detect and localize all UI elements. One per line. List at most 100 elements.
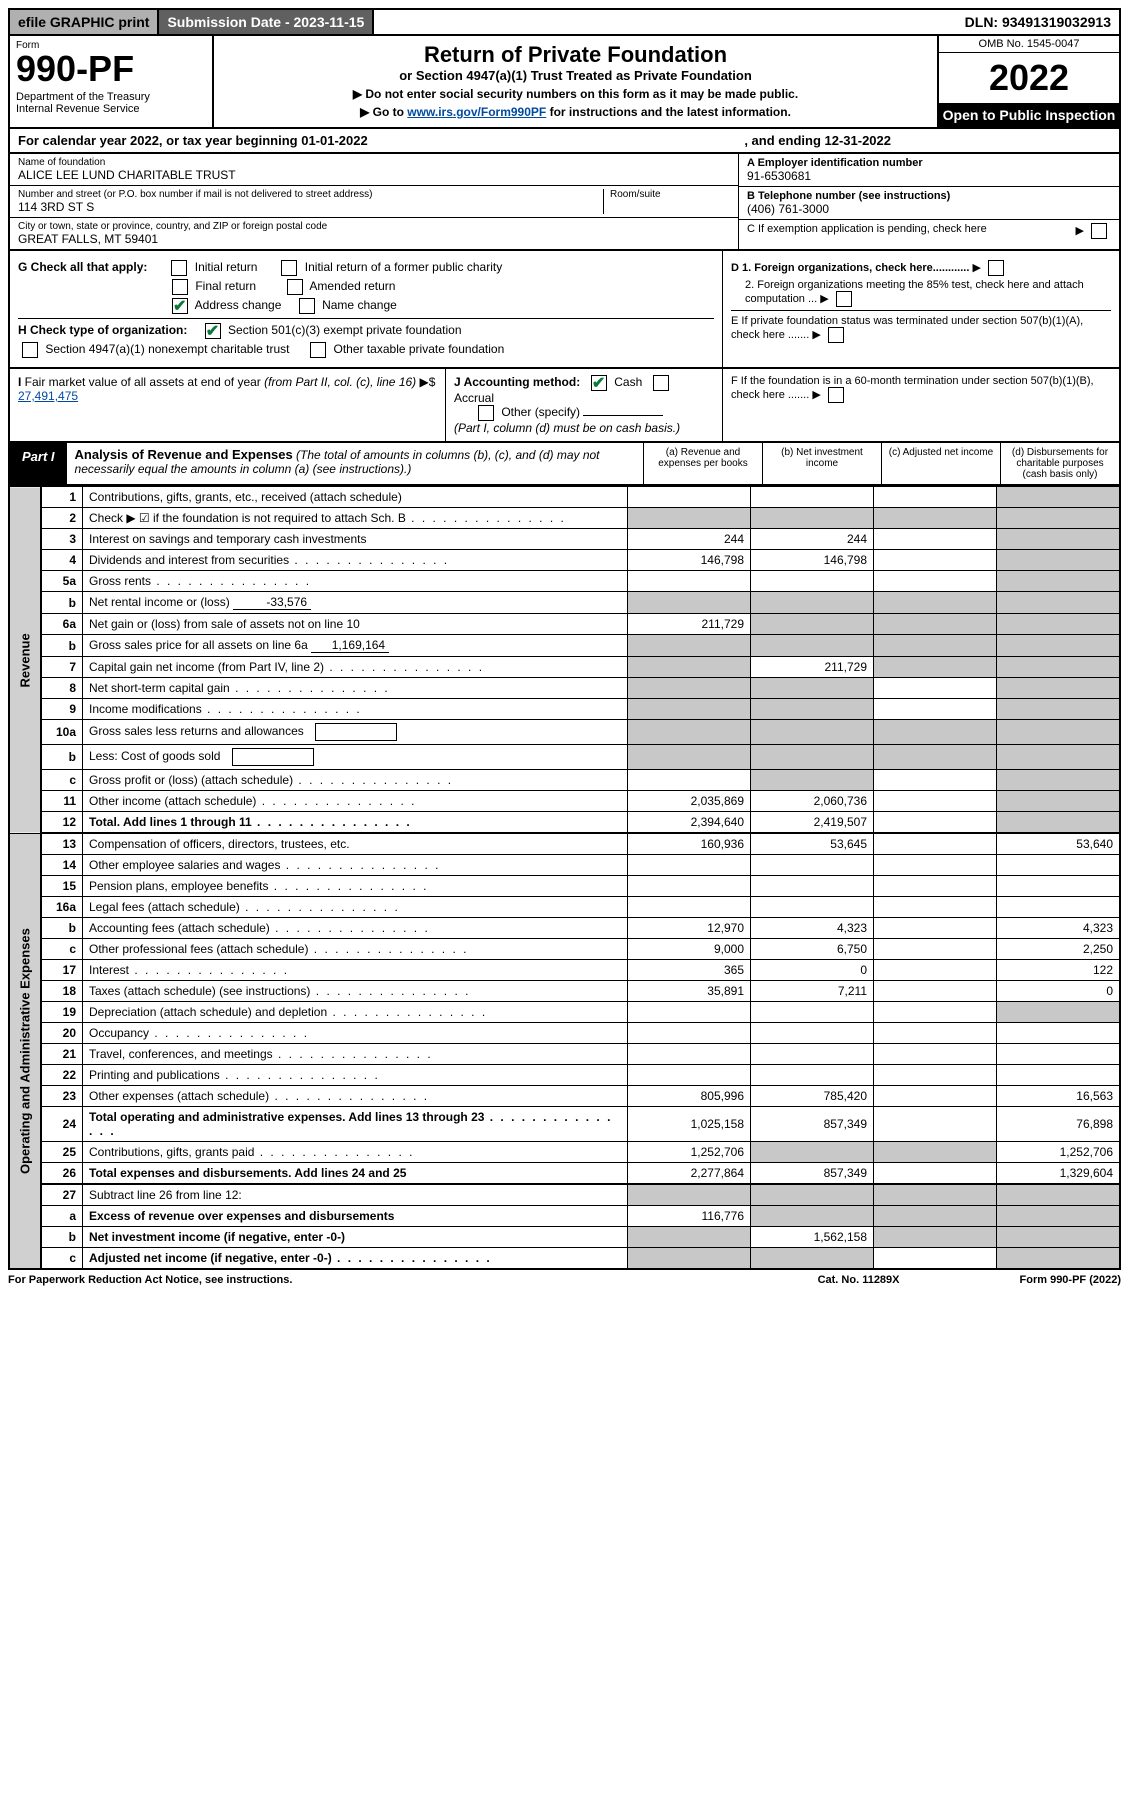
cb-initial-public[interactable]: [281, 260, 297, 276]
cb-e[interactable]: [828, 327, 844, 343]
cell-a: 146,798: [628, 550, 751, 571]
city-label: City or town, state or province, country…: [18, 221, 730, 232]
footer-left: For Paperwork Reduction Act Notice, see …: [8, 1274, 292, 1286]
line-desc: Interest: [83, 960, 628, 981]
line-number: 24: [41, 1107, 83, 1142]
col-a: (a) Revenue and expenses per books: [643, 443, 762, 484]
cell-a: [628, 745, 751, 770]
line-desc: Check ▶ ☑ if the foundation is not requi…: [83, 508, 628, 529]
cb-501c3[interactable]: [205, 323, 221, 339]
table-row: 20Occupancy: [9, 1023, 1120, 1044]
cb-initial-return[interactable]: [171, 260, 187, 276]
table-row: 22Printing and publications: [9, 1065, 1120, 1086]
note-ssn: ▶ Do not enter social security numbers o…: [220, 87, 931, 101]
cell-d: 76,898: [997, 1107, 1121, 1142]
cb-d1[interactable]: [988, 260, 1004, 276]
cell-b: 0: [751, 960, 874, 981]
efile-label[interactable]: efile GRAPHIC print: [10, 10, 159, 34]
cell-a: [628, 1023, 751, 1044]
cell-c: [874, 981, 997, 1002]
cb-name-change[interactable]: [299, 298, 315, 314]
cell-a: 2,035,869: [628, 791, 751, 812]
address: 114 3RD ST S: [18, 200, 603, 214]
line-number: 1: [41, 487, 83, 508]
line-number: 5a: [41, 571, 83, 592]
line-desc: Net gain or (loss) from sale of assets n…: [83, 614, 628, 635]
cb-amended[interactable]: [287, 279, 303, 295]
table-row: bNet rental income or (loss) -33,576: [9, 592, 1120, 614]
table-row: 11Other income (attach schedule)2,035,86…: [9, 791, 1120, 812]
table-row: 23Other expenses (attach schedule)805,99…: [9, 1086, 1120, 1107]
cell-d: [997, 635, 1121, 657]
cell-a: 116,776: [628, 1206, 751, 1227]
cb-4947[interactable]: [22, 342, 38, 358]
cell-d: [997, 1248, 1121, 1270]
cell-c: [874, 635, 997, 657]
cell-b: 211,729: [751, 657, 874, 678]
cell-c: [874, 812, 997, 834]
line-number: b: [41, 918, 83, 939]
cell-d: 4,323: [997, 918, 1121, 939]
cb-final-return[interactable]: [172, 279, 188, 295]
table-row: 14Other employee salaries and wages: [9, 855, 1120, 876]
cell-b: [751, 1065, 874, 1086]
table-row: 4Dividends and interest from securities1…: [9, 550, 1120, 571]
irs-link[interactable]: www.irs.gov/Form990PF: [407, 105, 546, 119]
part1-table: Revenue1Contributions, gifts, grants, et…: [8, 486, 1121, 1270]
line-number: 16a: [41, 897, 83, 918]
cell-d: [997, 812, 1121, 834]
ein-label: A Employer identification number: [747, 157, 1111, 169]
cell-b: 785,420: [751, 1086, 874, 1107]
cell-d: [997, 876, 1121, 897]
cell-a: 2,394,640: [628, 812, 751, 834]
j-note: (Part I, column (d) must be on cash basi…: [454, 421, 714, 435]
name-label: Name of foundation: [18, 157, 730, 168]
phone: (406) 761-3000: [747, 202, 1111, 216]
line-number: 15: [41, 876, 83, 897]
cb-accrual[interactable]: [653, 375, 669, 391]
omb-number: OMB No. 1545-0047: [939, 36, 1119, 53]
cell-a: 1,025,158: [628, 1107, 751, 1142]
cb-other-taxable[interactable]: [310, 342, 326, 358]
table-row: 5aGross rents: [9, 571, 1120, 592]
d2-label: 2. Foreign organizations meeting the 85%…: [745, 279, 1084, 305]
cell-c: [874, 1002, 997, 1023]
cell-d: [997, 571, 1121, 592]
cell-a: [628, 678, 751, 699]
cell-d: 122: [997, 960, 1121, 981]
cell-a: [628, 1002, 751, 1023]
cb-other-method[interactable]: [478, 405, 494, 421]
note-link: ▶ Go to www.irs.gov/Form990PF for instru…: [220, 105, 931, 119]
line-number: c: [41, 939, 83, 960]
line-desc: Occupancy: [83, 1023, 628, 1044]
cb-cash[interactable]: [591, 375, 607, 391]
cb-f[interactable]: [828, 387, 844, 403]
cell-c: [874, 897, 997, 918]
cell-d: [997, 487, 1121, 508]
cb-address-change[interactable]: [172, 298, 188, 314]
cb-d2[interactable]: [836, 291, 852, 307]
cell-b: [751, 614, 874, 635]
cell-c: [874, 855, 997, 876]
line-desc: Other income (attach schedule): [83, 791, 628, 812]
line-number: b: [41, 592, 83, 614]
footer: For Paperwork Reduction Act Notice, see …: [8, 1270, 1121, 1290]
line-desc: Dividends and interest from securities: [83, 550, 628, 571]
side-expenses: Operating and Administrative Expenses: [9, 833, 41, 1269]
cell-a: [628, 699, 751, 720]
table-row: 17Interest3650122: [9, 960, 1120, 981]
line-desc: Total operating and administrative expen…: [83, 1107, 628, 1142]
line-number: 6a: [41, 614, 83, 635]
h-label: H Check type of organization:: [18, 323, 187, 337]
cell-a: 2,277,864: [628, 1163, 751, 1185]
cell-d: [997, 855, 1121, 876]
table-row: 27Subtract line 26 from line 12:: [9, 1184, 1120, 1206]
c-checkbox[interactable]: [1091, 223, 1107, 239]
table-row: 15Pension plans, employee benefits: [9, 876, 1120, 897]
cell-a: [628, 592, 751, 614]
footer-mid: Cat. No. 11289X: [818, 1274, 900, 1286]
cell-c: [874, 918, 997, 939]
fmv-value[interactable]: 27,491,475: [18, 389, 78, 403]
line-desc: Adjusted net income (if negative, enter …: [83, 1248, 628, 1270]
cell-c: [874, 657, 997, 678]
